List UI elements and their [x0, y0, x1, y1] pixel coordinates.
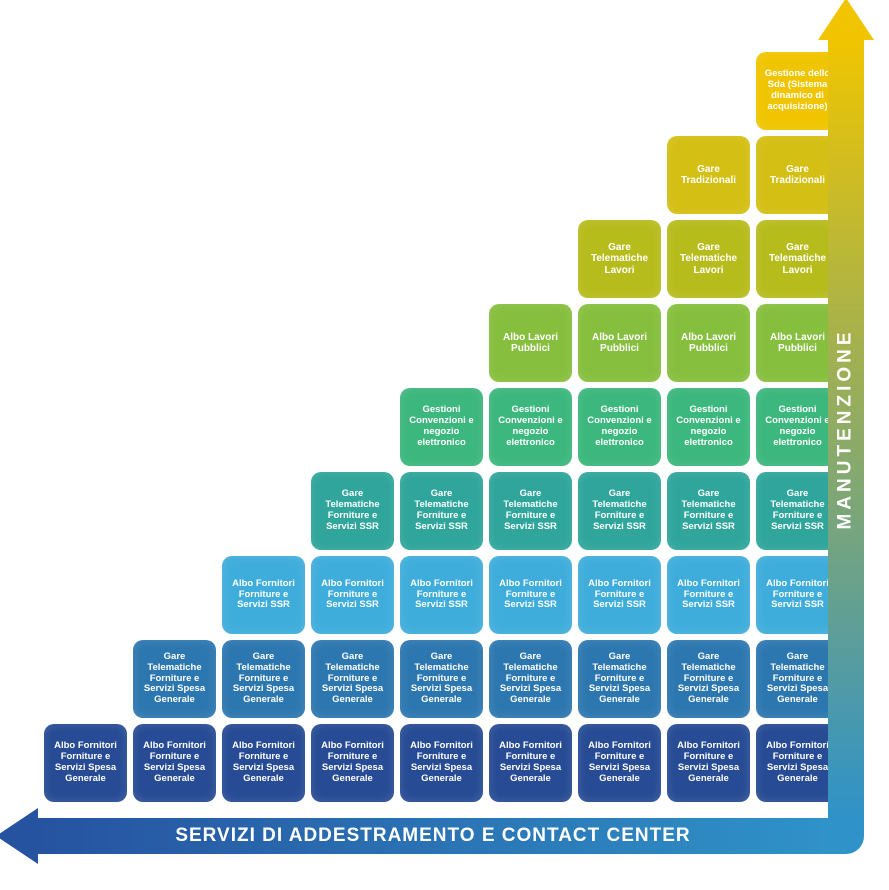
matrix-cell: Albo Fornitori Forniture e Servizi SSR	[400, 556, 483, 634]
diagram-container: Gestione dello Sda (Sistema dinamico di …	[0, 0, 889, 890]
matrix-cell: Gare Telematiche Forniture e Servizi Spe…	[489, 640, 572, 718]
matrix-cell: Gare Telematiche Forniture e Servizi Spe…	[311, 640, 394, 718]
matrix-cell: Albo Fornitori Forniture e Servizi SSR	[578, 556, 661, 634]
matrix-cell: Gestioni Convenzioni e negozio elettroni…	[667, 388, 750, 466]
matrix-cell: Albo Fornitori Forniture e Servizi Spesa…	[489, 724, 572, 802]
matrix-cell: Albo Lavori Pubblici	[667, 304, 750, 382]
matrix-cell: Gare Telematiche Lavori	[578, 220, 661, 298]
matrix-cell: Albo Fornitori Forniture e Servizi SSR	[489, 556, 572, 634]
x-axis-label: SERVIZI DI ADDESTRAMENTO E CONTACT CENTE…	[175, 825, 690, 847]
matrix-cell: Gare Telematiche Forniture e Servizi SSR	[578, 472, 661, 550]
matrix-cell: Gare Telematiche Forniture e Servizi Spe…	[222, 640, 305, 718]
matrix-cell: Gare Telematiche Forniture e Servizi Spe…	[667, 640, 750, 718]
matrix-cell: Gare Telematiche Lavori	[667, 220, 750, 298]
matrix-cell: Albo Lavori Pubblici	[578, 304, 661, 382]
matrix-cell: Gare Telematiche Lavori	[756, 220, 839, 298]
matrix-cell: Gare Telematiche Forniture e Servizi Spe…	[400, 640, 483, 718]
y-axis-bar: MANUTENZIONE	[828, 40, 864, 818]
matrix-cell: Albo Fornitori Forniture e Servizi Spesa…	[133, 724, 216, 802]
matrix-cell: Gare Telematiche Forniture e Servizi SSR	[489, 472, 572, 550]
x-axis-arrow-icon	[0, 808, 38, 864]
matrix-cell: Albo Fornitori Forniture e Servizi SSR	[756, 556, 839, 634]
staircase-grid: Gestione dello Sda (Sistema dinamico di …	[44, 52, 839, 802]
matrix-cell: Gare Telematiche Forniture e Servizi SSR	[667, 472, 750, 550]
matrix-cell: Gare Telematiche Forniture e Servizi Spe…	[756, 640, 839, 718]
matrix-cell: Gare Telematiche Forniture e Servizi SSR	[400, 472, 483, 550]
matrix-cell: Albo Fornitori Forniture e Servizi SSR	[667, 556, 750, 634]
axis-corner	[828, 818, 864, 854]
matrix-cell: Albo Fornitori Forniture e Servizi Spesa…	[667, 724, 750, 802]
matrix-cell: Albo Fornitori Forniture e Servizi Spesa…	[400, 724, 483, 802]
matrix-cell: Gare Telematiche Forniture e Servizi SSR	[756, 472, 839, 550]
x-axis-bar: SERVIZI DI ADDESTRAMENTO E CONTACT CENTE…	[38, 818, 828, 854]
y-axis-label: MANUTENZIONE	[835, 328, 857, 529]
matrix-cell: Gestioni Convenzioni e negozio elettroni…	[578, 388, 661, 466]
matrix-cell: Albo Fornitori Forniture e Servizi Spesa…	[756, 724, 839, 802]
matrix-cell: Albo Lavori Pubblici	[756, 304, 839, 382]
matrix-cell: Gare Tradizionali	[667, 136, 750, 214]
matrix-cell: Albo Fornitori Forniture e Servizi Spesa…	[44, 724, 127, 802]
matrix-cell: Gestioni Convenzioni e negozio elettroni…	[489, 388, 572, 466]
matrix-cell: Albo Fornitori Forniture e Servizi Spesa…	[222, 724, 305, 802]
y-axis-arrow-icon	[818, 0, 874, 40]
matrix-cell: Gare Telematiche Forniture e Servizi SSR	[311, 472, 394, 550]
matrix-cell: Albo Fornitori Forniture e Servizi Spesa…	[311, 724, 394, 802]
matrix-cell: Gare Tradizionali	[756, 136, 839, 214]
matrix-cell: Gare Telematiche Forniture e Servizi Spe…	[578, 640, 661, 718]
matrix-cell: Albo Fornitori Forniture e Servizi SSR	[311, 556, 394, 634]
matrix-cell: Gestione dello Sda (Sistema dinamico di …	[756, 52, 839, 130]
matrix-cell: Albo Fornitori Forniture e Servizi Spesa…	[578, 724, 661, 802]
matrix-cell: Albo Lavori Pubblici	[489, 304, 572, 382]
matrix-cell: Albo Fornitori Forniture e Servizi SSR	[222, 556, 305, 634]
matrix-cell: Gestioni Convenzioni e negozio elettroni…	[400, 388, 483, 466]
matrix-cell: Gare Telematiche Forniture e Servizi Spe…	[133, 640, 216, 718]
matrix-cell: Gestioni Convenzioni e negozio elettroni…	[756, 388, 839, 466]
